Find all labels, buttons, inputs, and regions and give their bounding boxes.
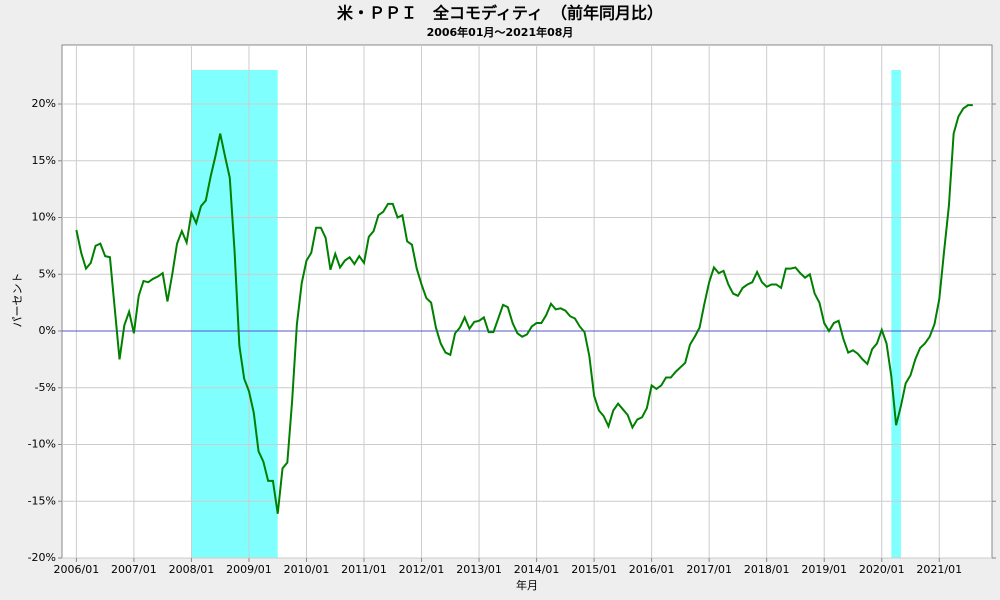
- y-tick-label: 20%: [32, 97, 56, 110]
- x-tick-label: 2017/01: [686, 563, 732, 576]
- shaded-period: [891, 70, 901, 558]
- x-tick-label: 2016/01: [629, 563, 675, 576]
- x-tick-label: 2012/01: [399, 563, 445, 576]
- y-tick-label: -20%: [28, 551, 56, 564]
- x-tick-label: 2009/01: [226, 563, 272, 576]
- x-axis-title: 年月: [516, 578, 538, 592]
- x-tick-label: 2007/01: [111, 563, 157, 576]
- y-tick-label: -5%: [35, 381, 56, 394]
- x-tick-label: 2011/01: [341, 563, 387, 576]
- y-tick-label: -15%: [28, 494, 56, 507]
- x-tick-label: 2015/01: [571, 563, 617, 576]
- x-tick-label: 2008/01: [169, 563, 215, 576]
- y-tick-label: -10%: [28, 438, 56, 451]
- shaded-period: [191, 70, 278, 558]
- y-tick-label: 10%: [32, 211, 56, 224]
- y-tick-label: 15%: [32, 154, 56, 167]
- y-tick-label: 5%: [39, 267, 56, 280]
- x-tick-label: 2006/01: [54, 563, 100, 576]
- x-tick-label: 2010/01: [284, 563, 330, 576]
- x-tick-label: 2013/01: [456, 563, 502, 576]
- x-tick-label: 2020/01: [859, 563, 905, 576]
- x-tick-label: 2018/01: [744, 563, 790, 576]
- x-tick-label: 2021/01: [916, 563, 962, 576]
- x-tick-label: 2019/01: [801, 563, 847, 576]
- y-axis-title: パーセント: [11, 273, 24, 328]
- chart-subtitle: 2006年01月～2021年08月: [427, 25, 574, 39]
- data-line: [75, 104, 973, 514]
- x-tick-label: 2014/01: [514, 563, 560, 576]
- chart-title: 米・ＰＰＩ 全コモディティ （前年同月比）: [337, 4, 663, 23]
- y-tick-label: 0%: [39, 324, 56, 337]
